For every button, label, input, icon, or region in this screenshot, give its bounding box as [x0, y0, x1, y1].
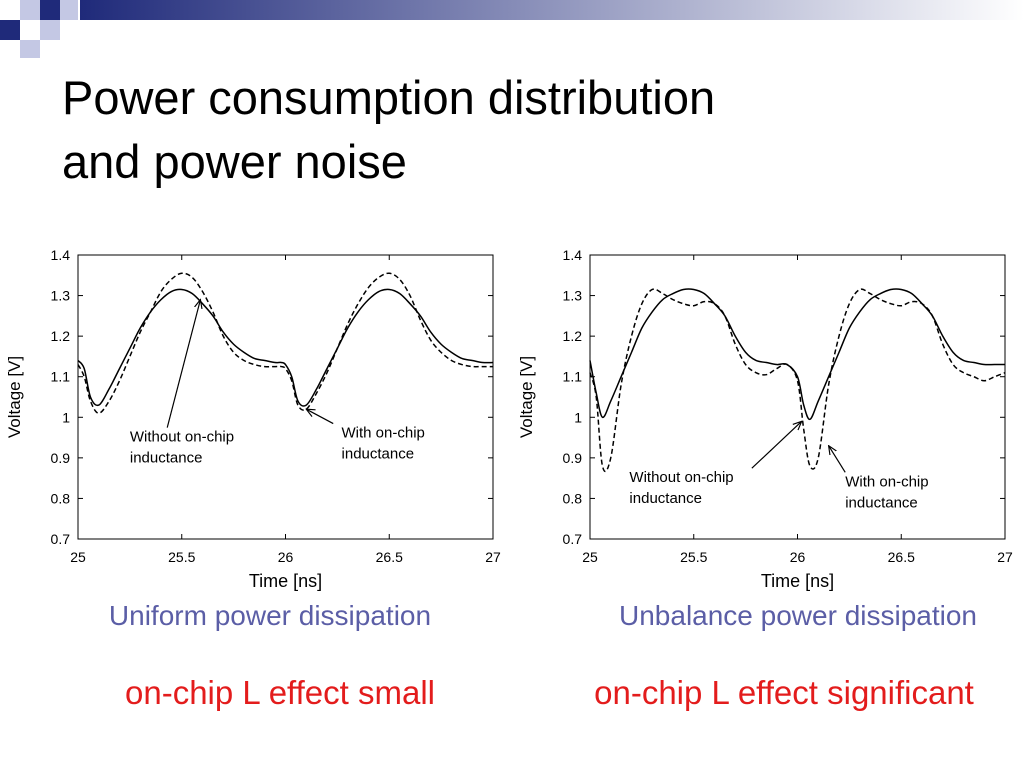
- annotation-label: Without on-chip: [130, 429, 234, 446]
- annotation-label: Without on-chip: [629, 469, 733, 486]
- y-tick-label: 0.9: [51, 450, 71, 466]
- slide-title: Power consumption distribution and power…: [62, 66, 962, 194]
- deco-square: [40, 20, 60, 40]
- chart-unbalance-dissipation: 0.7 0.8 0.9 1 1.1 1.2 1.3 1.4 25 25.5 26 26.5 27 Time…: [517, 247, 1013, 591]
- x-tick-label: 27: [997, 549, 1013, 565]
- y-tick-label: 1.4: [563, 247, 583, 263]
- y-tick-label: 1.1: [51, 369, 71, 385]
- series-line-with-inductance: [77, 272, 493, 414]
- y-tick-label: 1.4: [51, 247, 71, 263]
- deco-square: [20, 40, 40, 58]
- caption-unbalance: Unbalance power dissipation: [619, 600, 977, 631]
- title-line-2: and power noise: [62, 135, 407, 188]
- series-line-with-inductance: [589, 288, 1006, 473]
- effect-significant-label: on-chip L effect significant: [594, 674, 974, 711]
- annotation-label: With on-chip: [845, 473, 928, 490]
- x-tick-label: 26: [278, 549, 294, 565]
- caption-uniform: Uniform power dissipation: [108, 600, 432, 631]
- annotation-arrow: [306, 409, 334, 425]
- x-tick-label: 25: [582, 549, 598, 565]
- effect-small-label: on-chip L effect small: [125, 674, 435, 711]
- x-tick-label: 26.5: [888, 549, 915, 565]
- y-tick-label: 1.2: [563, 328, 583, 344]
- deco-square: [20, 0, 40, 20]
- annotation-label: inductance: [342, 446, 415, 463]
- x-axis-label: Time [ns]: [249, 571, 322, 591]
- deco-square: [60, 0, 78, 20]
- y-tick-label: 0.7: [51, 531, 71, 547]
- y-axis-label: Voltage [V]: [5, 356, 24, 438]
- annotation-label: inductance: [845, 494, 918, 511]
- y-tick-label: 1.1: [563, 369, 583, 385]
- x-tick-label: 26: [790, 549, 806, 565]
- annotation-arrow: [166, 300, 200, 428]
- slide-decoration: [0, 0, 1024, 58]
- title-line-1: Power consumption distribution: [62, 71, 716, 124]
- x-tick-label: 25: [70, 549, 86, 565]
- annotation-arrow: [751, 421, 802, 469]
- plot-frame: [77, 254, 494, 540]
- y-tick-label: 0.9: [563, 450, 583, 466]
- x-tick-label: 25.5: [168, 549, 195, 565]
- deco-square: [40, 0, 60, 20]
- y-axis-label: Voltage [V]: [517, 356, 536, 438]
- annotation-label: With on-chip: [342, 425, 425, 442]
- deco-square: [0, 0, 20, 20]
- title-gradient-bar: [80, 0, 1024, 20]
- y-tick-label: 1: [62, 409, 70, 425]
- annotation-label: inductance: [130, 450, 203, 467]
- series-line-without-inductance: [77, 288, 494, 407]
- y-tick-label: 0.8: [51, 490, 71, 506]
- chart-uniform-dissipation: 0.7 0.8 0.9 1 1.1 1.2 1.3 1.4 25 25.5 26 26.5 27 Time…: [5, 247, 501, 591]
- y-tick-label: 0.7: [563, 531, 583, 547]
- x-tick-label: 27: [485, 549, 501, 565]
- x-axis-label: Time [ns]: [761, 571, 834, 591]
- annotation-label: inductance: [629, 490, 702, 507]
- x-tick-label: 26.5: [376, 549, 403, 565]
- y-tick-label: 1.2: [51, 328, 71, 344]
- y-tick-label: 1: [574, 409, 582, 425]
- y-tick-label: 0.8: [563, 490, 583, 506]
- y-tick-label: 1.3: [563, 288, 583, 304]
- deco-square: [0, 20, 20, 40]
- y-tick-label: 1.3: [51, 288, 71, 304]
- x-tick-label: 25.5: [680, 549, 707, 565]
- annotation-arrow: [829, 446, 846, 473]
